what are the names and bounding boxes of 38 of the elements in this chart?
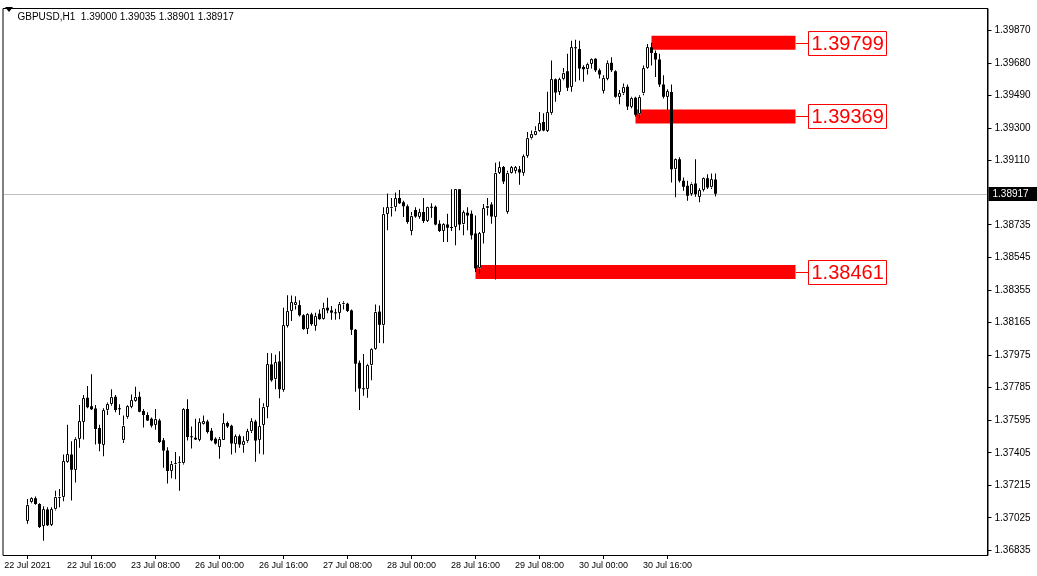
y-tick-label: 1.37785 xyxy=(994,381,1032,393)
candlestick xyxy=(334,308,337,320)
x-tick-label: 29 Jul 08:00 xyxy=(514,559,565,570)
y-tick-label: 1.39110 xyxy=(994,154,1031,166)
x-tick-label: 30 Jul 00:00 xyxy=(578,559,629,570)
y-tick-label: 1.39680 xyxy=(994,56,1032,68)
candlestick xyxy=(90,374,93,410)
y-tick-label: 1.38355 xyxy=(994,283,1032,295)
data-label: 1.38461 xyxy=(811,261,884,284)
x-tick-label: 22 Jul 2021 xyxy=(4,559,51,570)
x-tick-label: 28 Jul 16:00 xyxy=(450,559,501,570)
y-tick-label: 1.38545 xyxy=(994,251,1032,263)
x-tick-label: 22 Jul 16:00 xyxy=(66,559,117,570)
y-tick-label: 1.37975 xyxy=(994,348,1032,360)
ref-line-label: 1.38917 xyxy=(992,188,1030,200)
chart-title: GBPUSD,H1 1.39000 1.39035 1.38901 1.38917 xyxy=(17,10,235,22)
y-tick-label: 1.39870 xyxy=(994,24,1032,36)
x-tick-label: 27 Jul 08:00 xyxy=(322,559,373,570)
y-tick-label: 1.37595 xyxy=(994,413,1032,425)
x-tick-label: 23 Jul 08:00 xyxy=(130,559,181,570)
y-tick-label: 1.37025 xyxy=(994,511,1032,523)
candlestick xyxy=(450,189,453,231)
y-tick-label: 1.38165 xyxy=(994,316,1032,328)
candlestick xyxy=(362,353,365,396)
x-tick-label: 26 Jul 00:00 xyxy=(194,559,245,570)
y-tick-label: 1.38735 xyxy=(994,218,1032,230)
x-tick-label: 28 Jul 00:00 xyxy=(386,559,437,570)
y-tick-label: 1.37405 xyxy=(994,446,1032,458)
y-tick-label: 1.37215 xyxy=(994,479,1032,491)
data-label: 1.39369 xyxy=(811,105,884,128)
x-tick-label: 30 Jul 16:00 xyxy=(642,559,693,570)
data-label: 1.39799 xyxy=(811,32,884,55)
x-tick-label: 26 Jul 16:00 xyxy=(258,559,309,570)
y-tick-label: 1.39300 xyxy=(994,121,1032,133)
candlestick xyxy=(486,198,489,216)
y-tick-label: 1.39490 xyxy=(994,89,1032,101)
y-tick-label: 1.36835 xyxy=(994,544,1032,556)
candlestick xyxy=(194,418,197,440)
